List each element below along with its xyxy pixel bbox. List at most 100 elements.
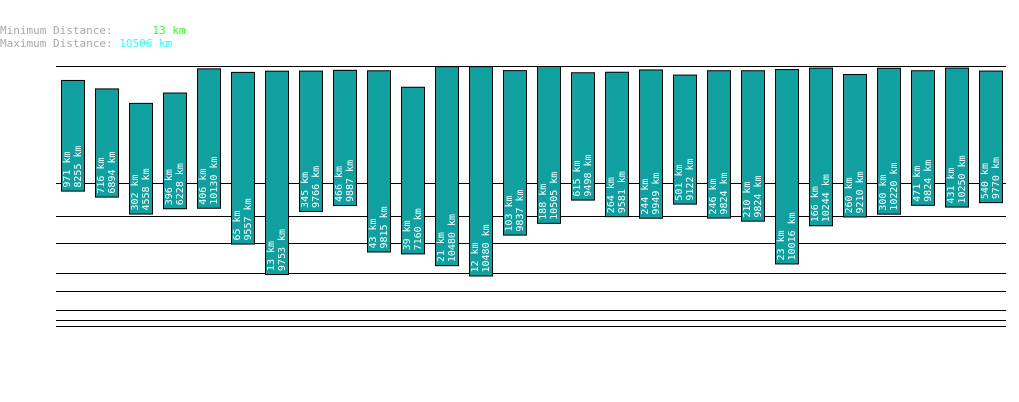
bar-label-max: 8255 km — [73, 145, 84, 187]
bar — [129, 102, 153, 215]
bar-label-min: 345 km — [300, 172, 311, 208]
bar-label-max: 9122 km — [685, 158, 696, 200]
bar-label-max: 9581 km — [617, 171, 628, 213]
bar-label-min: 244 km — [640, 179, 651, 215]
bar-label-max: 9824 km — [719, 172, 730, 214]
bar-label-min: 615 km — [572, 160, 583, 196]
bar-label-min: 188 km — [538, 184, 549, 220]
bar-label-max: 10480 km — [447, 214, 458, 262]
bar-label-min: 260 km — [844, 177, 855, 213]
bar — [435, 66, 459, 267]
bar-label-min: 43 km — [368, 218, 379, 248]
bar-label-min: 65 km — [232, 210, 243, 240]
bar-label-min: 23 km — [776, 230, 787, 260]
distance-stats: Minimum Distance: 13 km Maximum Distance… — [0, 24, 185, 50]
bar-group: 396 km 6228 km — [163, 92, 187, 210]
bar-label-min: 971 km — [62, 151, 73, 187]
bar — [95, 88, 119, 198]
bar-label-min: 716 km — [96, 157, 107, 193]
bar-label-max: 9210 km — [855, 171, 866, 213]
bar — [809, 67, 833, 227]
bar — [163, 92, 187, 210]
bar-label-max: 9557 km — [243, 198, 254, 240]
bar-label-min: 103 km — [504, 195, 515, 231]
bar-label-max: 9887 km — [345, 160, 356, 202]
max-distance-value: 10506 km — [119, 37, 173, 50]
bar-label-max: 9824 km — [923, 160, 934, 202]
bar-group: 23 km 10016 km — [775, 69, 799, 265]
bar-label-min: 406 km — [198, 169, 209, 205]
bar-group: 210 km 9824 km — [741, 70, 765, 222]
bar-group: 65 km 9557 km — [231, 71, 255, 245]
bar-label-max: 9770 km — [991, 157, 1002, 199]
bar-group: 43 km 9815 km — [367, 70, 391, 253]
bar-group: 21 km 10480 km — [435, 66, 459, 267]
bar — [401, 86, 425, 255]
bar — [61, 79, 85, 192]
max-distance-label: Maximum Distance: — [0, 37, 113, 50]
bar-label-min: 21 km — [436, 232, 447, 262]
bar-group: 466 km 9887 km — [333, 69, 357, 207]
bar-label-max: 9837 km — [515, 189, 526, 231]
bar — [945, 67, 969, 208]
bar-label-max: 9766 km — [311, 166, 322, 208]
bar-group: 300 km 10220 km — [877, 67, 901, 215]
bar-label-max: 6228 km — [175, 163, 186, 205]
bar-label-max: 9753 km — [277, 229, 288, 271]
min-distance-row: Minimum Distance: 13 km — [0, 24, 185, 37]
bar-group: 103 km 9837 km — [503, 70, 527, 236]
bar-label-min: 302 km — [130, 174, 141, 210]
bar-group: 244 km 9949 km — [639, 69, 663, 219]
bar — [469, 66, 493, 277]
min-distance-value: 13 km — [152, 24, 186, 37]
bar-label-max: 10505 km — [549, 172, 560, 220]
bar — [775, 69, 799, 265]
bar-label-min: 264 km — [606, 177, 617, 213]
bar-label-min: 210 km — [742, 182, 753, 218]
bar-label-max: 9498 km — [583, 154, 594, 196]
bar — [333, 69, 357, 207]
bar-group: 302 km 4558 km — [129, 102, 153, 215]
bar-label-max: 10016 km — [787, 212, 798, 260]
bar-label-min: 501 km — [674, 164, 685, 200]
bar-label-max: 10480 km — [481, 224, 492, 272]
bar-group: 345 km 9766 km — [299, 70, 323, 212]
bar — [877, 67, 901, 215]
bar-group: 540 km 9770 km — [979, 70, 1003, 204]
min-distance-label: Minimum Distance: — [0, 24, 113, 37]
bars: 971 km 8255 km 716 km 6894 km 302 km 4558 km 3… — [61, 66, 1003, 277]
bar — [639, 69, 663, 219]
bar-label-max: 6894 km — [107, 151, 118, 193]
bar-label-min: 39 km — [402, 220, 413, 250]
bar-label-min: 466 km — [334, 166, 345, 202]
bar-label-min: 166 km — [810, 186, 821, 222]
bar-label-max: 4558 km — [141, 168, 152, 210]
bar — [231, 71, 255, 245]
bar — [571, 72, 595, 201]
bar-label-max: 10220 km — [889, 163, 900, 211]
bar-label-max: 9949 km — [651, 173, 662, 215]
bar — [911, 70, 935, 206]
bar-label-min: 300 km — [878, 175, 889, 211]
bar-label-min: 471 km — [912, 166, 923, 202]
bar — [503, 70, 527, 236]
bar — [979, 70, 1003, 204]
bar-label-max: 9815 km — [379, 206, 390, 248]
bar-group: 716 km 6894 km — [95, 88, 119, 198]
bar — [741, 70, 765, 222]
bar — [197, 68, 221, 209]
bar-label-min: 12 km — [470, 242, 481, 272]
bar-group: 188 km 10505 km — [537, 66, 561, 224]
bar — [673, 74, 697, 205]
max-distance-row: Maximum Distance: 10506 km — [0, 37, 185, 50]
bar-group: 264 km 9581 km — [605, 71, 629, 218]
bar-label-min: 246 km — [708, 178, 719, 214]
bar-group: 406 km 10130 km — [197, 68, 221, 209]
bar-group: 13 km 9753 km — [265, 70, 289, 276]
bar-label-max: 10250 km — [957, 155, 968, 203]
bar-label-max: 7160 km — [413, 208, 424, 250]
bar-group: 431 km 10250 km — [945, 67, 969, 208]
bar-group: 12 km 10480 km — [469, 66, 493, 277]
bar-label-max: 10130 km — [209, 157, 220, 205]
